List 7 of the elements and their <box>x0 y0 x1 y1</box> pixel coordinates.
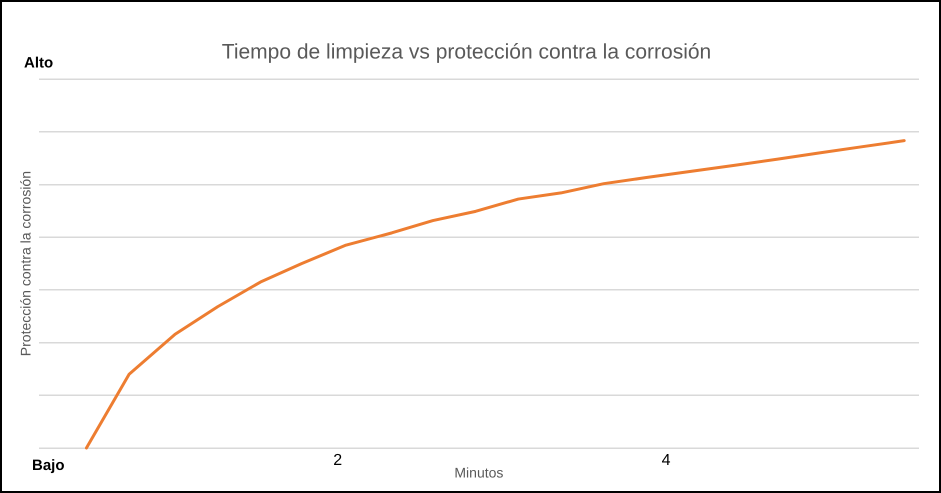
y-axis-title: Protección contra la corrosión <box>17 171 34 356</box>
text: Bajo <box>32 457 65 474</box>
text: Alto <box>24 54 54 72</box>
x-tick-label: 2 <box>333 452 342 470</box>
x-axis-title: Minutos <box>454 464 504 480</box>
x-tick-label: 4 <box>662 452 671 470</box>
chart-title: Tiempo de limpieza vs protección contra la corrosión <box>222 40 712 64</box>
